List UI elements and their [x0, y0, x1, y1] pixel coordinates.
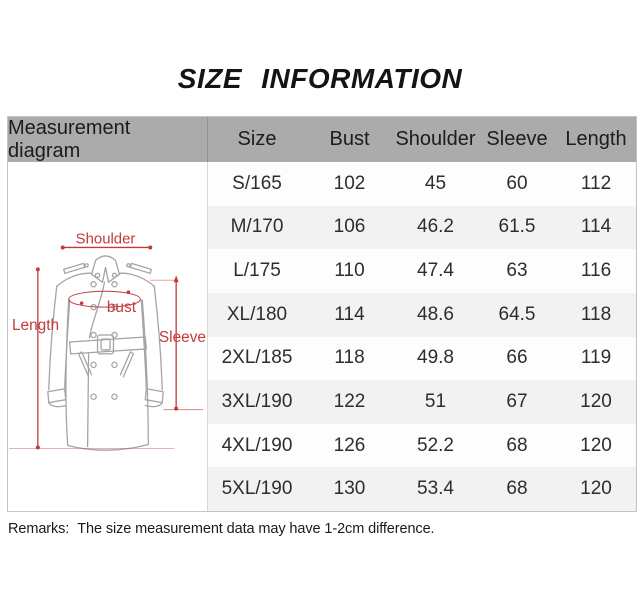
shoulder-label: Shoulder [76, 230, 136, 247]
table-row: 3XL/190 122 51 67 120 [208, 380, 636, 424]
value-cell: 48.6 [417, 303, 454, 325]
bust-measure [68, 290, 141, 308]
page-title: SIZE INFORMATION [177, 63, 463, 94]
table-header-row: Measurement diagram Size Bust Shoulder S… [8, 117, 636, 162]
table-row: M/170 106 46.2 61.5 114 [208, 205, 636, 250]
value-cell: 120 [580, 478, 612, 500]
value-cell: 102 [333, 172, 366, 194]
header-length: Length [565, 128, 627, 150]
header-bust: Bust [329, 128, 370, 150]
value-cell: 114 [334, 303, 365, 325]
header-shoulder: Shoulder [395, 128, 476, 150]
value-cell: 53.4 [417, 478, 454, 500]
value-cell: 110 [334, 260, 365, 282]
table-row: 4XL/190 126 52.2 68 120 [208, 423, 636, 468]
value-cell: 112 [580, 172, 612, 194]
size-cell: 5XL/190 [221, 478, 293, 500]
shoulder-measure [60, 245, 153, 250]
table-row: L/175 110 47.4 63 116 [208, 249, 636, 293]
coat-illustration [47, 255, 164, 451]
value-cell: 119 [580, 347, 612, 369]
table-body: Shoulder Length bust Sleeve S/165 102 45 60… [8, 162, 636, 511]
header-sleeve: Sleeve [486, 128, 548, 150]
value-cell: 51 [424, 390, 447, 412]
value-cell: 116 [580, 260, 612, 282]
table-row: S/165 102 45 60 112 [208, 162, 636, 206]
size-cell: XL/180 [226, 303, 288, 325]
value-cell: 118 [334, 347, 365, 369]
value-cell: 118 [580, 303, 612, 325]
remarks: Remarks: The size measurement data may ha… [8, 521, 435, 537]
value-cell: 68 [506, 434, 528, 456]
size-cell: L/175 [233, 260, 281, 282]
size-rows: S/165 102 45 60 112 M/170 106 46.2 61.5 114 L/175 1… [208, 162, 636, 511]
header-measurement-diagram: Measurement diagram [8, 117, 208, 162]
table-row: XL/180 114 48.6 64.5 118 [208, 292, 636, 337]
table-row: 5XL/190 130 53.4 68 120 [208, 467, 636, 511]
value-cell: 52.2 [417, 434, 454, 456]
value-cell: 60 [506, 172, 528, 194]
coat-measurement-diagram: Shoulder Length bust Sleeve [8, 230, 206, 451]
table-row: 2XL/185 118 49.8 66 119 [208, 336, 636, 381]
value-cell: 126 [333, 434, 366, 456]
value-cell: 130 [333, 478, 366, 500]
value-cell: 49.8 [417, 347, 454, 369]
length-measure [8, 267, 175, 450]
size-cell: S/165 [232, 172, 282, 194]
size-table: Measurement diagram Size Bust Shoulder S… [7, 116, 637, 512]
size-cell: 4XL/190 [221, 434, 293, 456]
remarks-text: The size measurement data may have 1-2cm… [77, 521, 435, 537]
value-cell: 68 [506, 478, 528, 500]
value-cell: 64.5 [498, 303, 536, 325]
header-size: Size [237, 128, 277, 150]
remarks-label: Remarks: [8, 521, 70, 537]
value-cell: 46.2 [417, 216, 454, 238]
bust-label: bust [107, 299, 137, 316]
value-cell: 122 [333, 390, 366, 412]
value-cell: 67 [506, 390, 528, 412]
measurement-diagram-cell: Shoulder Length bust Sleeve [8, 162, 208, 511]
value-cell: 63 [506, 260, 528, 282]
value-cell: 47.4 [417, 260, 454, 282]
size-cell: 2XL/185 [221, 347, 293, 369]
length-label: Length [12, 317, 59, 334]
value-cell: 106 [333, 216, 366, 238]
value-cell: 120 [580, 390, 612, 412]
sleeve-measure [150, 275, 204, 411]
size-cell: 3XL/190 [221, 390, 293, 412]
value-cell: 61.5 [498, 216, 536, 238]
value-cell: 45 [424, 172, 447, 194]
value-cell: 114 [580, 216, 612, 238]
value-cell: 120 [580, 434, 612, 456]
value-cell: 66 [506, 347, 528, 369]
size-cell: M/170 [230, 216, 284, 238]
sleeve-label: Sleeve [159, 329, 206, 346]
